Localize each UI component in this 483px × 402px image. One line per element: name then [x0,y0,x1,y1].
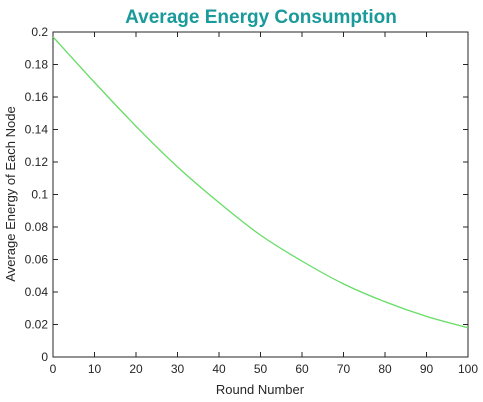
y-tick-label: 0.04 [25,285,49,299]
x-tick-label: 70 [337,362,351,376]
y-tick-label: 0.02 [25,318,49,332]
y-tick-label: 0 [41,350,48,364]
y-tick-label: 0.06 [25,253,49,267]
x-tick-label: 40 [212,362,226,376]
x-tick-label: 30 [171,362,185,376]
y-tick-label: 0.18 [25,58,49,72]
x-tick-label: 100 [458,362,478,376]
chart-title: Average Energy Consumption [125,7,397,28]
y-axis-label: Average Energy of Each Node [3,106,18,281]
y-tick-label: 0.16 [25,90,49,104]
y-tick-label: 0.14 [25,123,49,137]
y-tick-label: 0.2 [31,25,48,39]
y-tick-label: 0.08 [25,220,49,234]
x-tick-label: 10 [88,362,102,376]
x-tick-label: 80 [378,362,392,376]
x-tick-label: 20 [129,362,143,376]
x-axis-label: Round Number [216,382,305,397]
x-tick-label: 0 [50,362,57,376]
plot-area [52,31,469,358]
axis-ticks: 0 10 20 30 40 50 60 70 80 90 100 0 0.02 0.04 0.06 0.08 0… [25,25,479,376]
y-tick-label: 0.12 [25,155,49,169]
x-tick-label: 60 [295,362,309,376]
x-tick-label: 50 [254,362,268,376]
series-line-0 [52,36,469,329]
x-tick-label: 90 [420,362,434,376]
series-layer [52,36,469,329]
y-tick-label: 0.1 [31,188,48,202]
